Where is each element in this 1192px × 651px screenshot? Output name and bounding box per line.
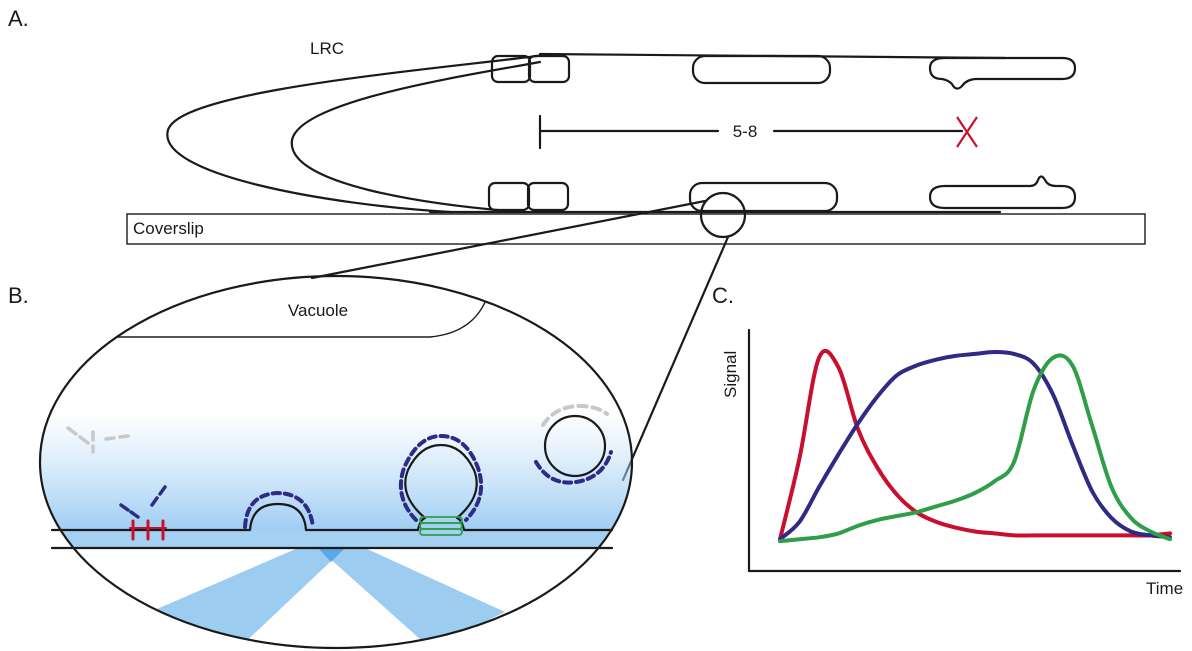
zoom-region-circle	[701, 193, 745, 237]
signal-curve-blue	[780, 352, 1170, 539]
coverslip	[127, 214, 1145, 244]
signal-curve-red	[780, 351, 1170, 539]
distance-scale: 5-8	[540, 116, 977, 148]
bottom-cell-with-bulge	[930, 177, 1075, 209]
panel-c-letter: C.	[712, 283, 734, 308]
y-axis-label: Signal	[721, 351, 740, 398]
vacuole-label: Vacuole	[288, 301, 348, 320]
lateral-root-cap-label: LRC	[310, 39, 344, 58]
bottom-cell-2	[528, 183, 568, 210]
signal-curves	[780, 351, 1170, 541]
x-axis-label: Time	[1146, 579, 1183, 598]
panel-b: B. Vacuole	[8, 276, 640, 648]
coverslip-layer	[40, 530, 640, 548]
top-cell-file	[492, 54, 1075, 89]
root-cap-inner-outline	[292, 62, 540, 212]
panel-b-letter: B.	[8, 283, 29, 308]
zoom-connector-right	[623, 237, 728, 480]
coverslip-label: Coverslip	[133, 219, 204, 238]
panel-a-letter: A.	[8, 6, 29, 31]
panel-c: C. Signal Time	[712, 283, 1183, 598]
top-cell-elongating	[693, 56, 830, 83]
bottom-cell-1	[489, 183, 529, 210]
top-cell-2	[529, 56, 569, 82]
bottom-cell-file	[430, 177, 1075, 213]
panel-a: A. LRC 5-8	[8, 6, 1145, 244]
tirf-beam-right	[318, 548, 505, 648]
tirf-beam-left	[150, 548, 345, 648]
top-cell-with-bulge	[930, 58, 1075, 89]
signal-curve-green	[780, 355, 1170, 541]
distance-label: 5-8	[733, 122, 758, 141]
